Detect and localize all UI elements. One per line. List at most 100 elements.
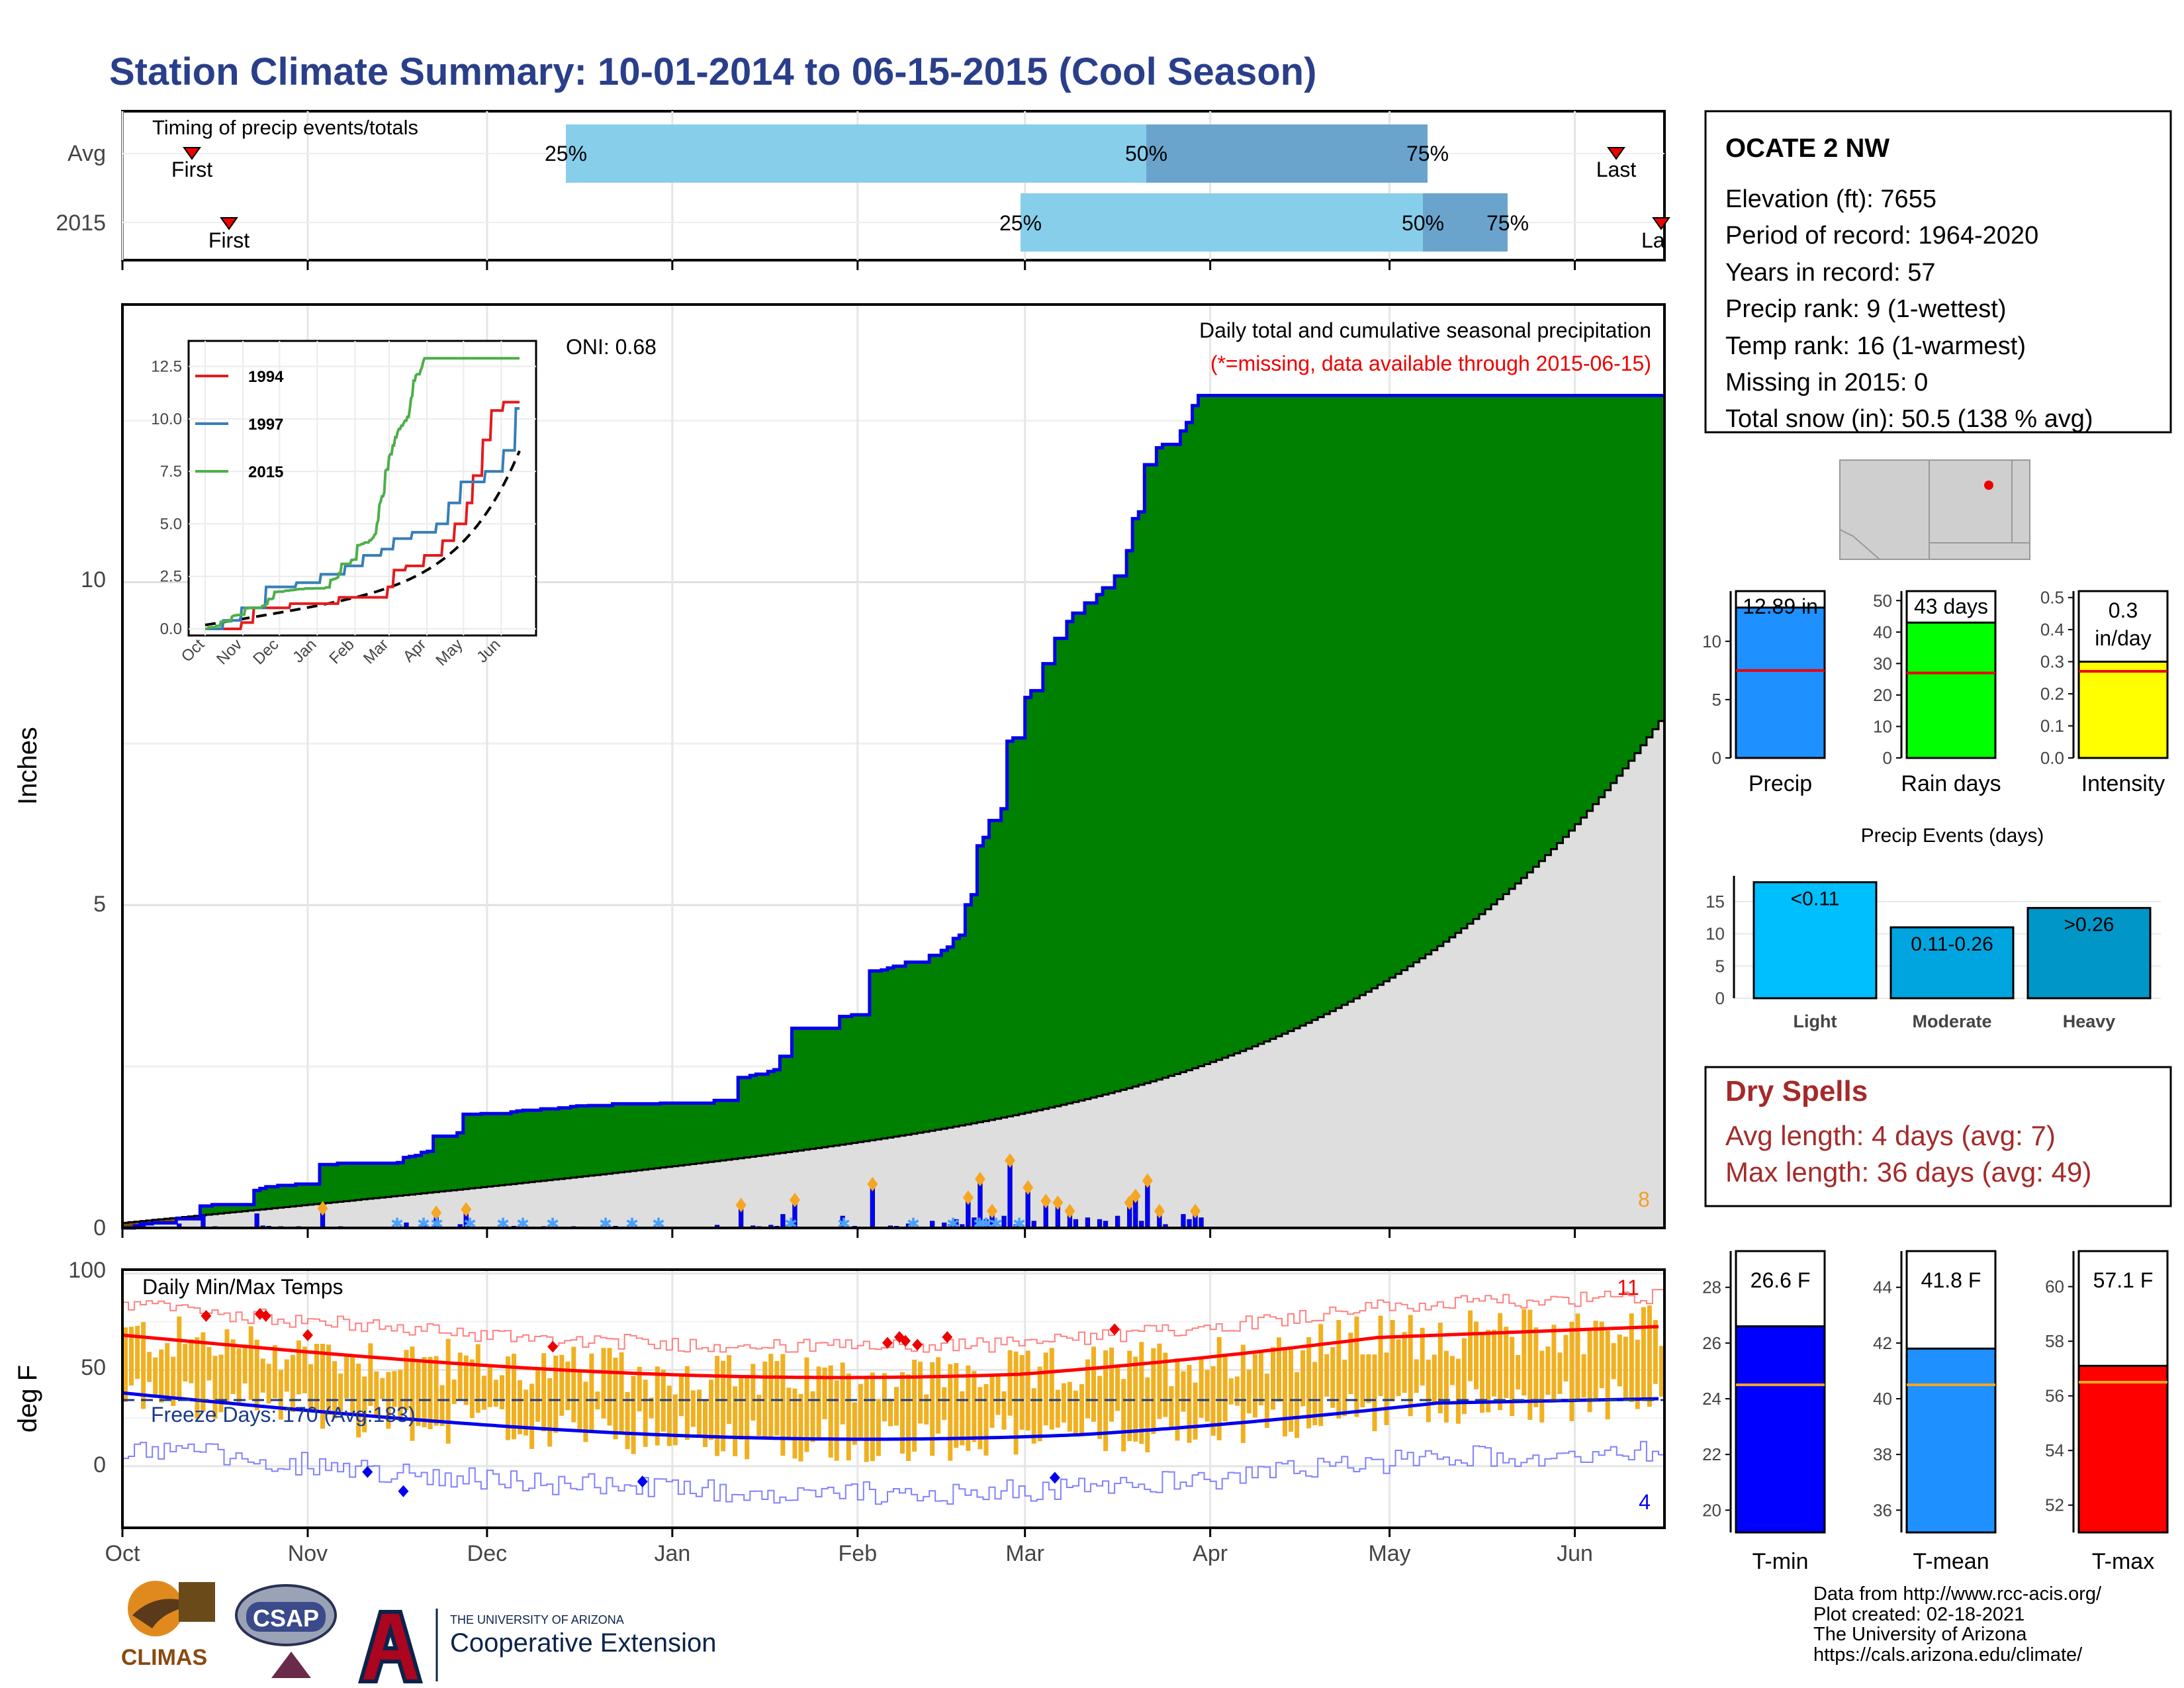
- daily-temp-bar: [1575, 1313, 1580, 1402]
- daily-temp-bar: [469, 1359, 475, 1418]
- daily-temp-bar: [565, 1361, 570, 1411]
- station-line-years: Years in record: 57: [1725, 259, 1936, 287]
- daily-temp-bar: [1222, 1354, 1228, 1422]
- daily-temp-bar: [936, 1357, 941, 1434]
- daily-temp-bar: [619, 1352, 624, 1435]
- daily-temp-bar: [1193, 1382, 1198, 1440]
- daily-temp-bar: [1205, 1370, 1210, 1422]
- cumulative-2015-line: [122, 394, 1664, 1230]
- record-high-marker: [302, 1329, 313, 1341]
- daily-temp-bar: [1055, 1389, 1060, 1428]
- daily-temp-bar: [1539, 1350, 1545, 1423]
- footer-university: The University of Arizona: [1813, 1624, 2027, 1645]
- daily-temp-bar: [1461, 1338, 1467, 1415]
- temp-summary-tick-label: 22: [1702, 1444, 1721, 1464]
- summary-tick-label: 10: [1873, 716, 1892, 736]
- daily-temp-bar: [266, 1364, 271, 1404]
- precip-ytick-5: 5: [93, 892, 106, 917]
- daily-temp-bar: [326, 1344, 332, 1415]
- daily-temp-bar: [960, 1391, 965, 1446]
- page-title: Station Climate Summary: 10-01-2014 to 0…: [109, 50, 1316, 93]
- month-label-oct: Oct: [105, 1541, 140, 1566]
- daily-temp-bar: [1109, 1347, 1115, 1422]
- daily-temp-bar: [1647, 1305, 1652, 1407]
- y2015-p25-label: 25%: [999, 211, 1042, 235]
- y2015-last-marker: [1652, 217, 1670, 230]
- daily-temp-bar: [1283, 1347, 1287, 1436]
- temp-summary-tick-label: 28: [1702, 1278, 1721, 1297]
- inset-ytick: 7.5: [160, 463, 182, 481]
- daily-temp-bar: [1079, 1383, 1084, 1434]
- daily-temp-bar: [583, 1382, 588, 1442]
- daily-temp-bar: [1545, 1346, 1551, 1395]
- heavy-event-marker: [461, 1201, 472, 1217]
- daily-temp-bar: [1486, 1329, 1491, 1413]
- temp-summary-bar-T-max: [2077, 1364, 2169, 1534]
- daily-temp-bar: [1623, 1336, 1628, 1399]
- month-label-may: May: [1368, 1541, 1410, 1566]
- daily-temp-bar: [1522, 1309, 1527, 1396]
- temp-summary-value-T-max: 57.1 F: [2093, 1268, 2154, 1292]
- temp-ytick-100: 100: [68, 1258, 106, 1283]
- avg-first-label: First: [171, 158, 212, 181]
- daily-temp-bar: [535, 1368, 541, 1422]
- daily-precip-bar: [254, 1213, 259, 1229]
- month-label-dec: Dec: [467, 1541, 507, 1566]
- y2015-first-marker: [220, 217, 238, 230]
- daily-temp-bar: [846, 1373, 851, 1461]
- daily-temp-bar: [1336, 1320, 1342, 1419]
- daily-temp-bar: [780, 1354, 786, 1456]
- daily-temp-bar: [1001, 1391, 1007, 1430]
- y2015-p75-label: 75%: [1486, 211, 1529, 235]
- csap-badge: [246, 1602, 326, 1632]
- record-high-marker: [942, 1331, 953, 1343]
- daily-temp-bar: [983, 1383, 989, 1456]
- precip-ytick-10: 10: [81, 567, 106, 592]
- csap-logo: CSAP: [235, 1584, 337, 1678]
- y2015-last-label: La: [1641, 228, 1665, 252]
- daily-temp-bar: [1384, 1352, 1389, 1425]
- summary-tick-label: 0.1: [2040, 716, 2064, 736]
- daily-temp-bar: [278, 1370, 283, 1420]
- record-max-line: [122, 1289, 1664, 1353]
- summary-label-Rain days: Rain days: [1901, 771, 2001, 796]
- heavy-event-marker: [867, 1176, 878, 1192]
- temp-ytick-0: 0: [93, 1452, 106, 1477]
- month-label-mar: Mar: [1005, 1541, 1044, 1566]
- daily-temp-bar: [571, 1346, 576, 1423]
- daily-temp-bar: [159, 1349, 164, 1403]
- daily-temp-bar: [733, 1386, 738, 1456]
- daily-temp-bar: [1091, 1346, 1096, 1422]
- inset-ytick: 10.0: [151, 410, 182, 428]
- daily-temp-bar: [1067, 1382, 1072, 1432]
- heavy-event-marker: [974, 1172, 985, 1187]
- temp-ytick-50: 50: [81, 1355, 106, 1380]
- footer-url: https://cals.arizona.edu/climate/: [1813, 1644, 2083, 1665]
- daily-temp-bar: [1061, 1383, 1066, 1423]
- temp-summary-tick-label: 60: [2045, 1277, 2064, 1297]
- daily-temp-bar: [1605, 1331, 1610, 1420]
- heavy-event-marker: [1005, 1153, 1016, 1168]
- temp-summary-tick-label: 36: [1873, 1500, 1892, 1520]
- daily-temp-bar: [374, 1371, 379, 1418]
- avg-bar-50-75: [1146, 124, 1428, 183]
- temp-summary-tick-label: 38: [1873, 1444, 1892, 1464]
- daily-temp-bar: [876, 1399, 881, 1456]
- y2015-bar-50-75: [1423, 193, 1508, 252]
- daily-temp-bar: [1049, 1348, 1054, 1430]
- daily-temp-bar: [1289, 1349, 1293, 1432]
- daily-temp-bar: [493, 1380, 498, 1407]
- temp-summary-tick-label: 52: [2045, 1495, 2064, 1515]
- snow-marker: ✱: [390, 1215, 404, 1233]
- daily-temp-bar: [613, 1358, 618, 1440]
- daily-temp-bar: [1414, 1359, 1419, 1393]
- daily-temp-bar: [1468, 1310, 1473, 1382]
- daily-temp-bar: [1563, 1335, 1569, 1382]
- snow-marker: ✱: [546, 1215, 559, 1233]
- daily-temp-bar: [684, 1366, 690, 1440]
- heavy-event-marker: [789, 1192, 800, 1207]
- daily-temp-bar: [296, 1340, 301, 1395]
- events-ytick: 15: [1706, 892, 1725, 912]
- daily-temp-bar: [1378, 1315, 1383, 1396]
- daily-temp-bar: [512, 1354, 516, 1440]
